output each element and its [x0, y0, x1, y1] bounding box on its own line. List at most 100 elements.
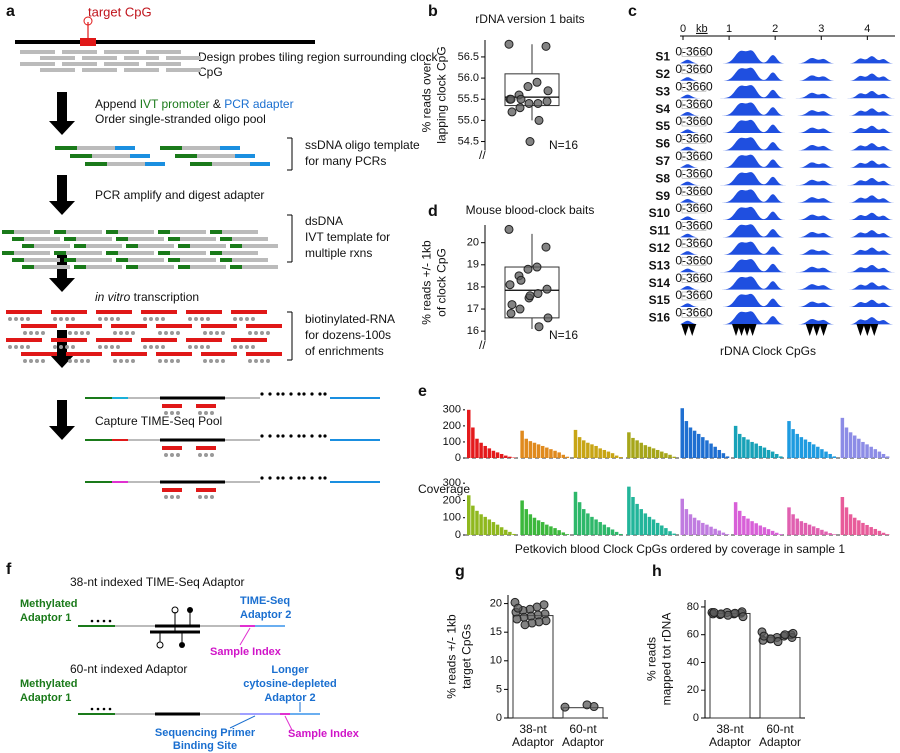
note: of enrichments	[305, 344, 384, 358]
bar	[660, 451, 664, 458]
cpg	[187, 607, 193, 613]
y-tick-label: 55.0	[458, 114, 479, 126]
bar	[857, 438, 861, 458]
bar	[762, 527, 767, 535]
bar	[668, 454, 672, 458]
bar	[660, 525, 664, 535]
biotin	[86, 359, 90, 363]
y-tick-label: 19	[467, 259, 479, 271]
range-label: 0-3660	[675, 132, 713, 146]
track-title: rDNA Clock CpGs	[720, 344, 816, 358]
bar	[471, 505, 475, 535]
bar	[606, 451, 611, 458]
bar	[852, 435, 857, 458]
part-label: Sample Index	[210, 646, 282, 658]
x-tick-label: 3	[818, 23, 824, 35]
point	[541, 242, 551, 252]
dot	[268, 392, 272, 396]
y-tick-label: 16	[467, 325, 479, 337]
biotin	[164, 411, 168, 415]
y-tick-label: 10	[490, 655, 502, 667]
bar	[705, 440, 709, 458]
biotin	[53, 345, 57, 349]
biotin	[59, 345, 63, 349]
bar	[754, 523, 758, 535]
dot	[289, 476, 293, 480]
coverage-track	[680, 50, 895, 64]
biotin	[221, 331, 225, 335]
cpg-arrow	[681, 324, 690, 336]
biotin	[170, 453, 174, 457]
bar	[664, 453, 668, 458]
biotin	[149, 317, 153, 321]
dot	[108, 619, 112, 623]
bar	[832, 456, 837, 458]
bar	[524, 438, 528, 458]
bar	[545, 447, 549, 458]
biotin	[59, 317, 63, 321]
bar	[565, 534, 570, 535]
range-box	[681, 152, 707, 162]
sample-label: S7	[655, 154, 670, 168]
biotin	[266, 331, 270, 335]
biotin	[158, 331, 162, 335]
bar	[639, 509, 643, 535]
point	[534, 322, 544, 332]
biotin	[26, 317, 30, 321]
coverage-track	[680, 293, 895, 307]
bar	[758, 445, 763, 458]
bar	[742, 437, 746, 458]
biotin	[164, 359, 168, 363]
y-axis-label: % reads	[645, 637, 659, 681]
biotin	[170, 359, 174, 363]
y-tick-label: 18	[467, 281, 479, 293]
panel-label: h	[652, 563, 662, 580]
bar	[811, 526, 816, 535]
bar	[491, 450, 496, 458]
y-tick-label: 0	[496, 712, 502, 724]
biotin	[80, 359, 84, 363]
bar	[737, 433, 742, 458]
x-tick-label: 60-nt	[569, 722, 597, 736]
bar	[770, 530, 775, 535]
bar	[586, 513, 590, 535]
dot	[102, 707, 106, 711]
bar	[635, 440, 639, 458]
range-label: 0-3660	[675, 184, 713, 198]
point	[506, 308, 516, 318]
target-site	[80, 38, 96, 46]
bar	[857, 520, 861, 535]
text-part: PCR adapter	[224, 97, 293, 111]
bar	[606, 527, 611, 535]
point	[541, 41, 551, 51]
cpg-arrow	[688, 324, 697, 336]
y-tick-label: 15	[490, 626, 502, 638]
part-label: Binding Site	[173, 740, 237, 752]
dot	[318, 434, 322, 438]
y-tick-label: 0	[693, 712, 699, 724]
biotin	[104, 317, 108, 321]
coverage-track	[680, 67, 895, 81]
biotin	[245, 345, 249, 349]
x-tick-label: Adaptor	[562, 735, 604, 749]
x-tick-label: 38-nt	[519, 722, 547, 736]
biotin	[233, 317, 237, 321]
biotin	[210, 411, 214, 415]
point	[759, 631, 769, 641]
bar	[573, 429, 578, 458]
range-label: 0-3660	[675, 97, 713, 111]
bar	[635, 503, 639, 535]
panel-label: a	[6, 3, 15, 20]
bar	[848, 514, 853, 535]
biotin	[210, 453, 214, 457]
coverage-track	[680, 102, 895, 116]
bar	[602, 449, 607, 458]
biotin	[143, 345, 147, 349]
text-part: IVT promoter	[140, 97, 210, 111]
biotin	[74, 331, 78, 335]
bar	[885, 456, 890, 458]
sample-label: S1	[655, 50, 670, 64]
bar	[553, 528, 557, 535]
range-box	[681, 291, 707, 301]
